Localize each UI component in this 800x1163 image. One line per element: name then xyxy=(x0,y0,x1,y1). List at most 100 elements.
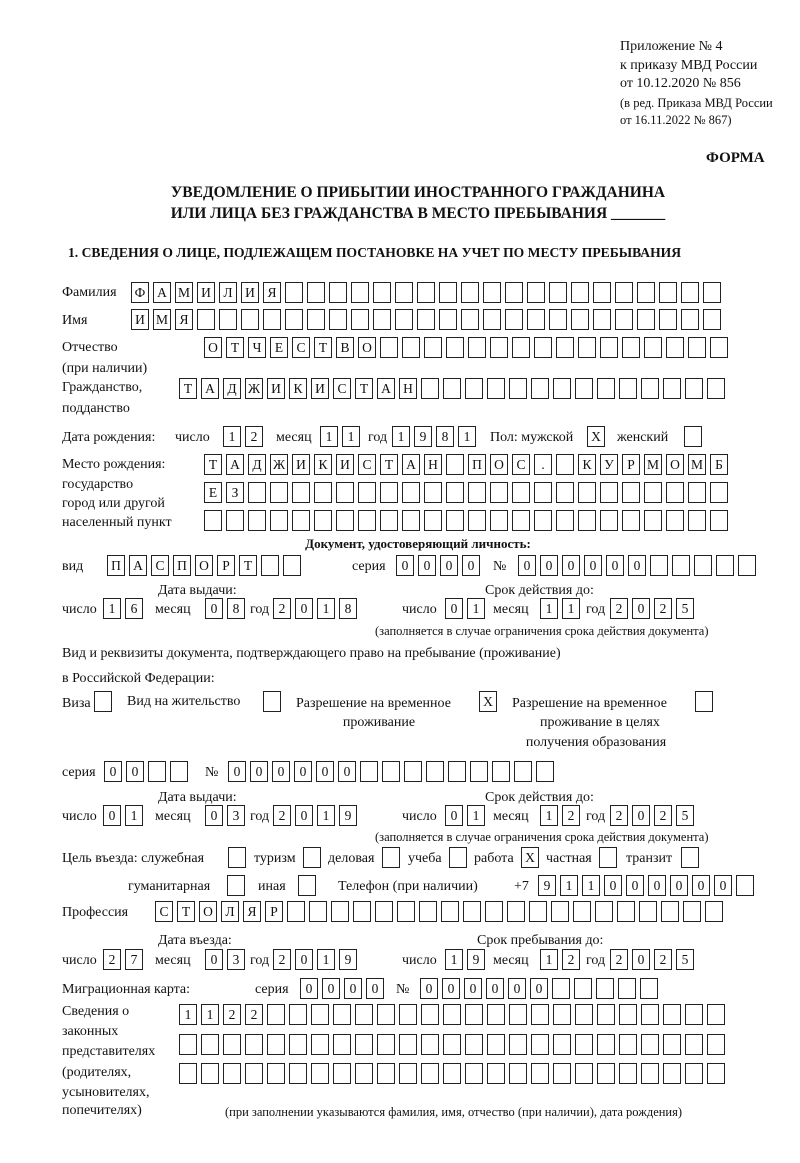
char-box[interactable] xyxy=(531,1034,549,1055)
char-box[interactable]: У xyxy=(600,454,618,475)
char-box[interactable] xyxy=(593,309,611,330)
char-box[interactable] xyxy=(443,1034,461,1055)
char-box[interactable]: 0 xyxy=(205,805,223,826)
char-box[interactable] xyxy=(514,761,532,782)
char-box[interactable]: 0 xyxy=(295,598,313,619)
char-box[interactable] xyxy=(716,555,734,576)
checkbox[interactable]: X xyxy=(521,847,539,868)
char-box[interactable] xyxy=(685,1034,703,1055)
char-box[interactable]: 2 xyxy=(610,598,628,619)
char-box[interactable] xyxy=(531,1004,549,1025)
char-box[interactable] xyxy=(267,1063,285,1084)
char-box[interactable] xyxy=(553,1063,571,1084)
char-box[interactable] xyxy=(289,1004,307,1025)
char-box[interactable] xyxy=(641,1034,659,1055)
char-box[interactable] xyxy=(534,510,552,531)
char-box[interactable] xyxy=(600,482,618,503)
char-box[interactable] xyxy=(710,482,728,503)
char-box[interactable]: Я xyxy=(175,309,193,330)
char-box[interactable] xyxy=(531,378,549,399)
char-box[interactable] xyxy=(641,1004,659,1025)
char-box[interactable]: 7 xyxy=(125,949,143,970)
char-box[interactable] xyxy=(226,510,244,531)
char-box[interactable] xyxy=(575,1034,593,1055)
char-box[interactable]: 8 xyxy=(436,426,454,447)
char-box[interactable] xyxy=(552,978,570,999)
char-box[interactable] xyxy=(571,282,589,303)
char-box[interactable] xyxy=(333,1034,351,1055)
char-box[interactable]: 1 xyxy=(560,875,578,896)
char-box[interactable]: З xyxy=(226,482,244,503)
char-box[interactable]: О xyxy=(195,555,213,576)
char-box[interactable]: 2 xyxy=(562,805,580,826)
char-box[interactable] xyxy=(461,309,479,330)
char-box[interactable] xyxy=(336,510,354,531)
char-box[interactable] xyxy=(380,482,398,503)
char-box[interactable]: Т xyxy=(355,378,373,399)
char-box[interactable] xyxy=(443,378,461,399)
char-box[interactable] xyxy=(487,1004,505,1025)
char-box[interactable] xyxy=(556,337,574,358)
sex-male-checkbox[interactable]: X xyxy=(587,426,605,447)
char-box[interactable] xyxy=(402,510,420,531)
char-box[interactable] xyxy=(685,378,703,399)
char-box[interactable] xyxy=(681,282,699,303)
char-box[interactable] xyxy=(505,309,523,330)
char-box[interactable] xyxy=(487,1034,505,1055)
char-box[interactable]: 0 xyxy=(530,978,548,999)
char-box[interactable]: Б xyxy=(710,454,728,475)
char-box[interactable] xyxy=(197,309,215,330)
char-box[interactable] xyxy=(465,1034,483,1055)
purpose-transit-checkbox[interactable] xyxy=(681,847,699,868)
char-box[interactable]: 0 xyxy=(670,875,688,896)
char-box[interactable] xyxy=(353,901,371,922)
char-box[interactable] xyxy=(461,282,479,303)
char-box[interactable] xyxy=(426,761,444,782)
purpose-other-checkbox[interactable] xyxy=(298,875,316,896)
char-box[interactable] xyxy=(355,1063,373,1084)
char-box[interactable] xyxy=(694,555,712,576)
char-box[interactable] xyxy=(644,510,662,531)
char-box[interactable] xyxy=(600,337,618,358)
checkbox[interactable] xyxy=(684,426,702,447)
checkbox[interactable] xyxy=(298,875,316,896)
char-box[interactable] xyxy=(512,510,530,531)
char-box[interactable] xyxy=(527,282,545,303)
char-box[interactable]: О xyxy=(666,454,684,475)
char-box[interactable] xyxy=(219,309,237,330)
char-box[interactable] xyxy=(617,901,635,922)
char-box[interactable]: Ч xyxy=(248,337,266,358)
char-box[interactable] xyxy=(314,482,332,503)
char-box[interactable] xyxy=(395,309,413,330)
char-box[interactable]: 2 xyxy=(245,426,263,447)
char-box[interactable]: 0 xyxy=(295,949,313,970)
char-box[interactable]: 2 xyxy=(245,1004,263,1025)
char-box[interactable] xyxy=(531,1063,549,1084)
char-box[interactable] xyxy=(446,337,464,358)
checkbox[interactable] xyxy=(599,847,617,868)
char-box[interactable] xyxy=(509,1004,527,1025)
char-box[interactable] xyxy=(245,1063,263,1084)
char-box[interactable] xyxy=(395,282,413,303)
char-box[interactable] xyxy=(487,378,505,399)
char-box[interactable] xyxy=(672,555,690,576)
char-box[interactable] xyxy=(575,1004,593,1025)
char-box[interactable]: 0 xyxy=(445,805,463,826)
char-box[interactable]: С xyxy=(333,378,351,399)
char-box[interactable]: Р xyxy=(622,454,640,475)
char-box[interactable]: 1 xyxy=(317,598,335,619)
char-box[interactable]: Т xyxy=(177,901,195,922)
char-box[interactable] xyxy=(424,482,442,503)
checkbox[interactable]: X xyxy=(479,691,497,712)
char-box[interactable] xyxy=(553,1034,571,1055)
char-box[interactable]: И xyxy=(311,378,329,399)
char-box[interactable] xyxy=(703,309,721,330)
char-box[interactable]: 1 xyxy=(201,1004,219,1025)
char-box[interactable] xyxy=(358,510,376,531)
char-box[interactable]: Ж xyxy=(245,378,263,399)
